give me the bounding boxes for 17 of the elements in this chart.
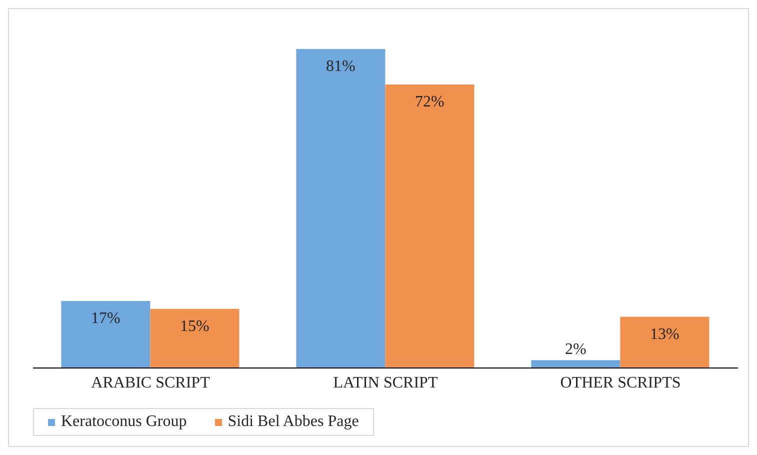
bar bbox=[620, 316, 710, 368]
data-label: 13% bbox=[650, 326, 680, 343]
bar bbox=[531, 360, 620, 368]
data-label: 72% bbox=[415, 93, 444, 110]
data-label: 17% bbox=[91, 310, 120, 328]
legend-label: Sidi Bel Abbes Page bbox=[226, 413, 359, 431]
x-tick-label: OTHER SCRIPTS bbox=[560, 374, 681, 392]
bar bbox=[150, 308, 240, 368]
x-tick-label: ARABIC SCRIPT bbox=[91, 374, 210, 392]
data-label: 2% bbox=[565, 341, 586, 358]
legend-label: Keratoconus Group bbox=[60, 413, 187, 431]
bar bbox=[296, 49, 386, 368]
bar bbox=[385, 84, 474, 368]
data-label: 15% bbox=[180, 318, 210, 335]
data-label: 81% bbox=[326, 58, 356, 75]
bar bbox=[61, 301, 150, 368]
x-tick-label: LATIN SCRIPT bbox=[333, 374, 438, 392]
